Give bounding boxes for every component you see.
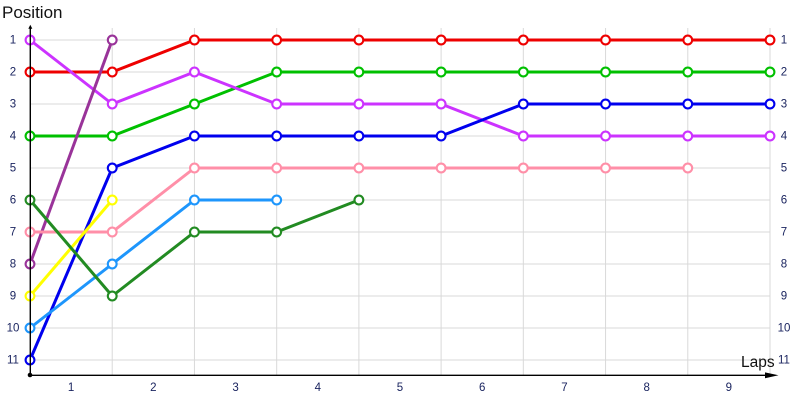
- svg-text:6: 6: [781, 195, 787, 207]
- svg-text:2: 2: [10, 67, 16, 79]
- svg-text:8: 8: [10, 259, 16, 271]
- svg-text:5: 5: [10, 163, 16, 175]
- svg-text:7: 7: [561, 382, 567, 394]
- svg-text:8: 8: [781, 259, 787, 271]
- svg-text:4: 4: [10, 131, 17, 143]
- svg-text:6: 6: [479, 382, 485, 394]
- svg-text:10: 10: [7, 323, 20, 335]
- svg-text:3: 3: [232, 382, 238, 394]
- svg-text:2: 2: [781, 67, 787, 79]
- svg-text:2: 2: [150, 382, 156, 394]
- svg-text:8: 8: [643, 382, 649, 394]
- svg-text:7: 7: [10, 227, 16, 239]
- svg-text:3: 3: [781, 99, 787, 111]
- svg-text:5: 5: [397, 382, 403, 394]
- svg-text:4: 4: [315, 382, 322, 394]
- svg-text:9: 9: [781, 291, 787, 303]
- svg-text:9: 9: [726, 382, 732, 394]
- svg-text:6: 6: [10, 195, 16, 207]
- svg-text:11: 11: [7, 355, 19, 367]
- svg-text:9: 9: [10, 291, 16, 303]
- svg-text:1: 1: [781, 35, 787, 47]
- svg-text:1: 1: [10, 35, 16, 47]
- svg-text:11: 11: [778, 355, 790, 367]
- svg-text:1: 1: [68, 382, 74, 394]
- svg-text:7: 7: [781, 227, 787, 239]
- svg-text:4: 4: [781, 131, 788, 143]
- svg-text:5: 5: [781, 163, 787, 175]
- svg-text:10: 10: [778, 323, 791, 335]
- svg-text:3: 3: [10, 99, 16, 111]
